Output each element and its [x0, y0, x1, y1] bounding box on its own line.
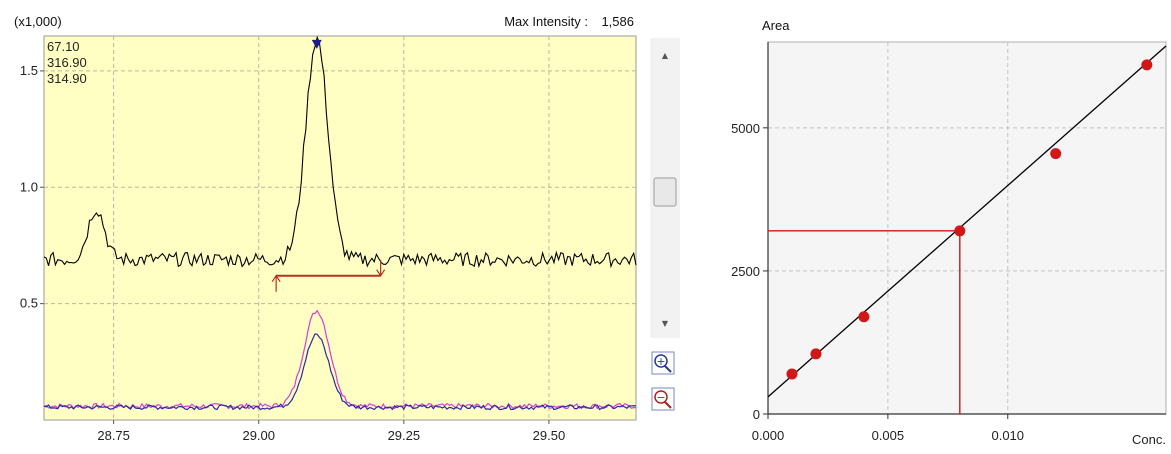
- chromatogram-panel: 28.75 29.00 29.25 29.50 0.5 1.0 1.5 (x1,000) M…: [14, 14, 637, 443]
- calibration-axes: 0.000 0.005 0.010 0 2500 5000: [731, 42, 1166, 443]
- calibration-fit: [767, 45, 1167, 414]
- x-tick-label: 29.00: [242, 428, 275, 443]
- legend-entry-316-90: 316.90: [47, 55, 87, 70]
- x-axis-label-conc: Conc.: [1132, 432, 1166, 447]
- chromatogram-traces: [43, 35, 637, 411]
- zoom-in-label: +: [656, 355, 665, 368]
- x-tick-label: 28.75: [97, 428, 130, 443]
- series-line-67-10: [43, 35, 637, 269]
- zoom-out-label: −: [656, 391, 665, 404]
- y-tick-label: 1.5: [20, 63, 38, 78]
- y-tick-label: 0.5: [20, 296, 38, 311]
- vertical-scrollbar[interactable]: ▲ ▼: [650, 38, 680, 338]
- calibration-point: [1050, 148, 1062, 160]
- scroll-up-arrow-icon[interactable]: ▲: [662, 51, 669, 60]
- calibration-point: [954, 225, 966, 237]
- calibration-grid: [768, 42, 1166, 414]
- x-tick-label: 29.50: [533, 428, 566, 443]
- zoom-out-icon[interactable]: [654, 390, 668, 404]
- y-axis-label-area: Area: [762, 18, 790, 33]
- scroll-down-arrow-icon[interactable]: ▼: [662, 319, 669, 328]
- peak-end-marker: [376, 259, 386, 277]
- series-line-314-90: [43, 333, 637, 411]
- x-tick-label: 0.000: [752, 428, 785, 443]
- zoom-in-button[interactable]: +: [651, 351, 675, 375]
- x-tick-label: 0.005: [872, 428, 905, 443]
- calibration-point: [1141, 59, 1153, 71]
- calibration-point: [810, 348, 822, 360]
- scrollbar-thumb[interactable]: [653, 177, 677, 207]
- y-tick-label: 2500: [731, 264, 760, 279]
- legend-entry-67-10: 67.10: [47, 39, 80, 54]
- legend-entry-314-90: 314.90: [47, 71, 87, 86]
- peak-start-marker: [271, 274, 281, 292]
- zoom-in-icon[interactable]: [654, 354, 668, 368]
- calibration-point: [786, 368, 798, 380]
- y-tick-label: 5000: [731, 121, 760, 136]
- max-intensity-label: Max Intensity :: [504, 14, 588, 29]
- peak-top-marker: [311, 39, 322, 49]
- zoom-out-button[interactable]: −: [651, 387, 675, 411]
- chromatogram-axes: 28.75 29.00 29.25 29.50 0.5 1.0 1.5: [20, 63, 565, 443]
- x-tick-label: 29.25: [388, 428, 421, 443]
- regression-line: [767, 45, 1167, 398]
- calibration-points: [786, 59, 1153, 380]
- chromatogram-marks: [271, 39, 386, 292]
- y-tick-label: 1.0: [20, 179, 38, 194]
- y-multiplier-label: (x1,000): [14, 14, 62, 29]
- y-tick-label: 0: [753, 407, 760, 422]
- max-intensity-value: 1,586: [601, 14, 634, 29]
- chromatogram-grid: [44, 36, 636, 420]
- x-tick-label: 0.010: [991, 428, 1024, 443]
- chromatogram-plot-area: [43, 35, 637, 421]
- calibration-panel: 0.000 0.005 0.010 0 2500 5000 Area Conc.: [731, 18, 1167, 447]
- calibration-point: [858, 311, 870, 323]
